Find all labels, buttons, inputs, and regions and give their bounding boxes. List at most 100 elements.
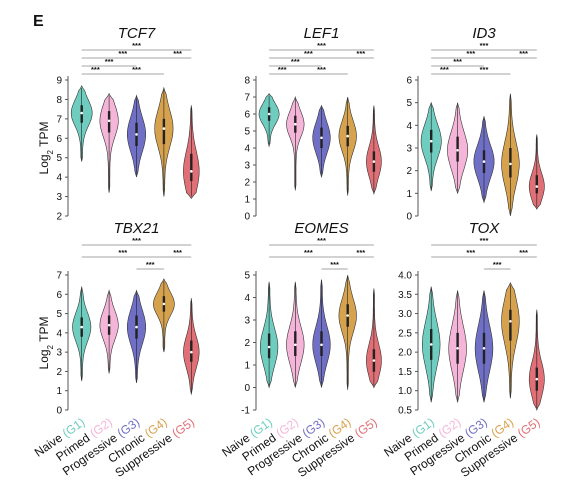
median-point — [320, 136, 323, 140]
significance-label: *** — [317, 41, 326, 50]
significance-label: *** — [118, 49, 127, 58]
y-tick-label: 0 — [244, 212, 250, 223]
median-point — [267, 345, 271, 349]
significance-label: *** — [330, 260, 339, 269]
y-tick-label: 2.5 — [398, 328, 412, 339]
gene-title-tox: TOX — [469, 220, 501, 237]
y-tick-label: 2.0 — [398, 348, 412, 359]
y-axis-title: Log2 TPM — [37, 317, 55, 370]
significance-label: *** — [132, 41, 141, 50]
y-tick-label: 5 — [406, 98, 412, 109]
significance-label: *** — [519, 248, 528, 257]
significance-label: *** — [519, 49, 528, 58]
y-tick-label: 3 — [406, 144, 412, 155]
significance-label: *** — [132, 65, 141, 74]
y-tick-label: 5 — [244, 271, 250, 282]
median-point — [509, 319, 512, 323]
significance-label: *** — [91, 65, 100, 74]
median-point — [372, 160, 376, 163]
significance-label: *** — [304, 49, 313, 58]
median-point — [294, 343, 297, 347]
y-tick-label: 3.0 — [398, 309, 412, 320]
iqr-box — [535, 175, 538, 194]
y-tick-label: 6 — [56, 290, 62, 301]
median-point — [456, 148, 459, 152]
median-point — [162, 302, 166, 306]
panel-tcf7: TCF7 2 3 4 5 6 7 8 9 *** *** *** *** *** *** — [56, 25, 200, 223]
y-tick-label: 5 — [56, 309, 62, 320]
median-point — [509, 162, 512, 166]
significance-label: *** — [278, 65, 287, 74]
significance-label: *** — [480, 236, 489, 245]
y-tick-label: 6 — [406, 76, 412, 87]
median-point — [346, 134, 350, 138]
y-tick-label: 1.5 — [398, 367, 412, 378]
median-point — [346, 314, 350, 317]
significance-label: *** — [440, 65, 449, 74]
median-point — [135, 325, 138, 329]
y-tick-label: 9 — [56, 76, 62, 87]
gene-title-lef1: LEF1 — [304, 25, 340, 42]
y-tick-label: 5 — [244, 127, 250, 138]
median-point — [535, 185, 539, 188]
y-tick-label: 0 — [56, 406, 62, 417]
y-tick-label: 2 — [56, 367, 62, 378]
y-tick-label: 4 — [406, 121, 412, 132]
panel-id3: ID3 0 1 2 3 4 5 6 *** *** *** *** *** *** — [406, 25, 545, 223]
y-tick-label: 0.5 — [398, 406, 412, 417]
y-tick-label: 8 — [244, 76, 250, 87]
significance-label: *** — [317, 236, 326, 245]
median-point — [80, 325, 83, 329]
gene-title-tcf7: TCF7 — [118, 25, 156, 42]
significance-label: *** — [356, 49, 365, 58]
group-labels: Naive (G1)Primed (G2)Progressive (G3)Chr… — [32, 415, 543, 480]
y-tick-label: 3 — [244, 161, 250, 172]
y-tick-label: 6 — [244, 110, 250, 121]
y-tick-label: -1 — [241, 406, 250, 417]
median-point — [294, 122, 297, 126]
y-tick-label: 4 — [244, 293, 250, 304]
y-tick-label: 3 — [244, 316, 250, 327]
panel-lef1: LEF1 0 1 2 3 4 5 6 7 8 *** *** *** *** *** *** — [244, 25, 382, 223]
significance-label: *** — [480, 65, 489, 74]
median-point — [190, 170, 193, 173]
iqr-box — [162, 118, 166, 145]
gene-title-eomes: EOMES — [294, 220, 348, 237]
y-tick-label: 4 — [244, 144, 250, 155]
y-tick-label: 4 — [56, 173, 62, 184]
median-point — [429, 343, 433, 346]
panel-eomes: EOMES -1 0 1 2 3 4 5 *** *** *** *** — [241, 220, 382, 417]
significance-label: *** — [317, 65, 326, 74]
median-point — [429, 139, 433, 143]
y-tick-label: 4 — [56, 328, 62, 339]
median-point — [482, 346, 486, 350]
gene-title-tbx21: TBX21 — [114, 220, 160, 237]
median-point — [535, 377, 539, 381]
y-tick-label: 2 — [56, 212, 62, 223]
y-tick-label: 3 — [56, 348, 62, 359]
y-tick-label: 7 — [244, 93, 250, 104]
y-tick-label: 8 — [56, 95, 62, 106]
significance-label: *** — [480, 41, 489, 50]
y-tick-label: 2 — [244, 338, 250, 349]
y-tick-label: 7 — [56, 114, 62, 125]
y-tick-label: 7 — [56, 271, 62, 282]
median-point — [372, 359, 376, 362]
y-tick-label: 2 — [244, 178, 250, 189]
median-point — [320, 343, 323, 347]
significance-label: *** — [105, 57, 114, 66]
significance-label: *** — [132, 236, 141, 245]
y-tick-label: 0 — [406, 212, 412, 223]
y-tick-label: 2 — [406, 166, 412, 177]
y-tick-label: 1 — [244, 361, 250, 372]
significance-label: *** — [291, 57, 300, 66]
y-tick-label: 3.5 — [398, 290, 412, 301]
significance-label: *** — [118, 248, 127, 257]
significance-label: *** — [173, 49, 182, 58]
median-point — [135, 133, 138, 136]
median-point — [80, 111, 83, 115]
y-tick-label: 0 — [244, 383, 250, 394]
iqr-box — [190, 153, 193, 182]
